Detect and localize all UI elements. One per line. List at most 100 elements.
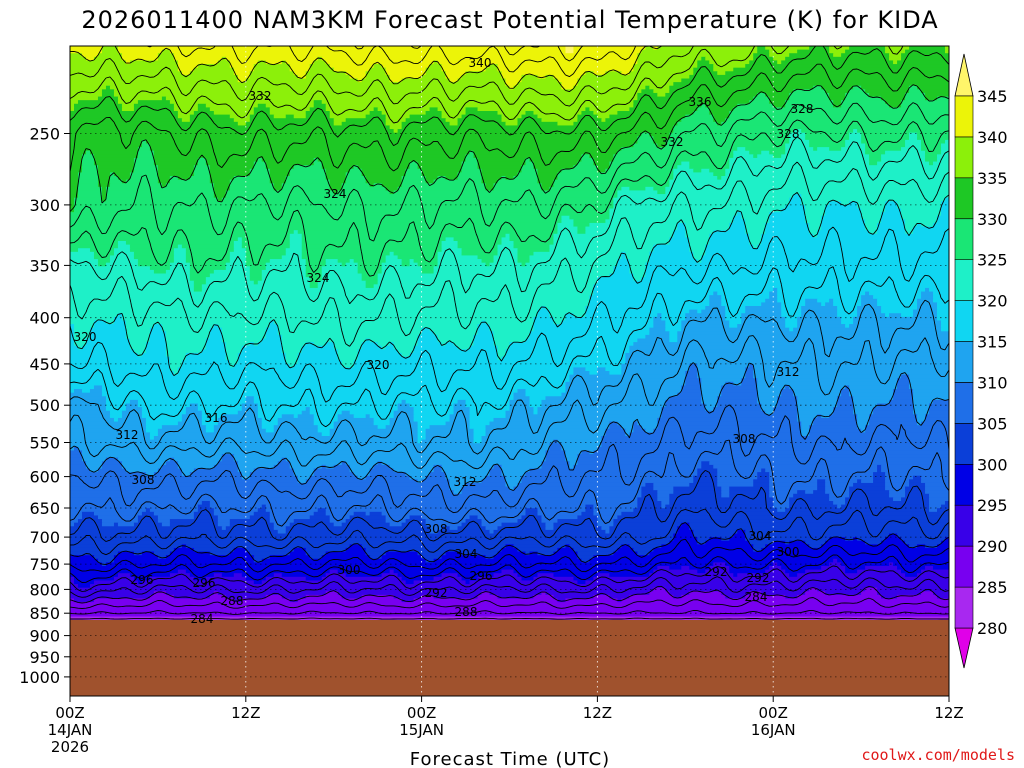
color-cell: [569, 374, 686, 379]
color-cell: [477, 157, 527, 163]
color-cell: [389, 417, 415, 423]
color-cell: [709, 461, 949, 466]
color-cell: [413, 345, 459, 350]
color-cell: [837, 396, 854, 401]
color-cell: [557, 176, 674, 181]
color-cell: [597, 522, 614, 527]
color-cell: [505, 233, 511, 238]
color-cell: [689, 482, 718, 488]
color-cell: [669, 334, 678, 340]
color-cell: [70, 302, 591, 307]
color-cell: [865, 226, 878, 231]
color-cell: [385, 121, 403, 127]
color-cell: [661, 407, 706, 412]
color-cell: [153, 324, 163, 329]
color-cell: [681, 320, 730, 325]
color-cell: [181, 244, 235, 249]
color-cell: [205, 345, 227, 350]
color-cell: [285, 179, 331, 184]
color-cell: [497, 349, 507, 354]
color-cell: [529, 551, 539, 556]
color-cell: [109, 414, 123, 419]
color-cell: [937, 309, 949, 314]
color-cell: [909, 482, 926, 488]
color-cell: [173, 594, 211, 600]
color-cell: [921, 147, 942, 152]
color-cell: [553, 320, 563, 325]
color-cell: [74, 208, 610, 213]
color-cell: [877, 468, 882, 473]
color-cell: [145, 472, 155, 477]
color-cell: [133, 165, 159, 170]
color-cell: [529, 255, 622, 260]
color-cell: [637, 504, 662, 509]
color-cell: [525, 262, 618, 267]
color-cell: [897, 566, 926, 571]
color-cell: [281, 345, 303, 350]
color-cell: [925, 486, 949, 491]
color-cell: [329, 111, 371, 116]
color-cell: [509, 237, 555, 242]
color-cell: [213, 324, 219, 329]
color-cell: [201, 421, 219, 426]
color-cell: [701, 103, 706, 108]
color-cell: [829, 537, 846, 542]
color-cell: [589, 295, 710, 300]
color-cell: [161, 324, 215, 329]
color-cell: [673, 176, 718, 181]
color-cell: [105, 197, 219, 202]
color-cell: [249, 515, 271, 520]
color-cell: [273, 425, 319, 430]
color-cell: [93, 385, 103, 390]
color-cell: [561, 320, 654, 325]
color-cell: [905, 573, 918, 578]
color-cell: [301, 248, 443, 253]
color-cell: [70, 197, 75, 202]
color-cell: [833, 407, 854, 412]
color-cell: [517, 573, 539, 578]
color-cell: [70, 259, 99, 264]
color-cell: [457, 121, 507, 127]
color-cell: [325, 176, 347, 181]
colorbar-label: 300: [977, 455, 1008, 474]
color-cell: [70, 504, 199, 509]
color-cell: [801, 197, 946, 202]
color-cell: [677, 331, 949, 336]
color-cell: [70, 107, 75, 112]
color-cell: [461, 486, 511, 491]
color-cell: [525, 338, 638, 343]
color-cell: [849, 385, 898, 390]
colorbar-label: 340: [977, 128, 1008, 147]
color-cell: [653, 244, 690, 249]
color-cell: [857, 421, 870, 426]
color-cell: [89, 389, 103, 394]
color-cell: [613, 204, 786, 210]
color-cell: [881, 468, 949, 473]
color-cell: [457, 345, 471, 350]
color-cell: [233, 244, 243, 249]
contour-label: 300: [338, 563, 361, 577]
color-cell: [921, 139, 946, 145]
color-cell: [777, 562, 830, 567]
color-cell: [513, 392, 527, 397]
color-cell: [917, 85, 949, 90]
color-cell: [285, 457, 547, 462]
color-cell: [801, 129, 854, 134]
y-axis: 2503003504004505005506006507007508008509…: [19, 125, 70, 687]
color-cell: [653, 324, 666, 329]
color-cell: [397, 403, 411, 408]
color-cell: [345, 573, 383, 578]
color-cell: [269, 107, 311, 112]
color-cell: [749, 60, 778, 65]
color-cell: [81, 450, 547, 455]
color-cell: [709, 241, 750, 246]
color-cell: [345, 547, 367, 553]
color-cell: [673, 168, 694, 173]
color-cell: [241, 598, 291, 603]
credit-link[interactable]: coolwx.com/models: [861, 746, 1015, 764]
color-cell: [185, 259, 231, 264]
color-cell: [849, 324, 942, 329]
color-cell: [325, 262, 343, 267]
color-cell: [165, 345, 207, 350]
color-cell: [289, 241, 303, 246]
